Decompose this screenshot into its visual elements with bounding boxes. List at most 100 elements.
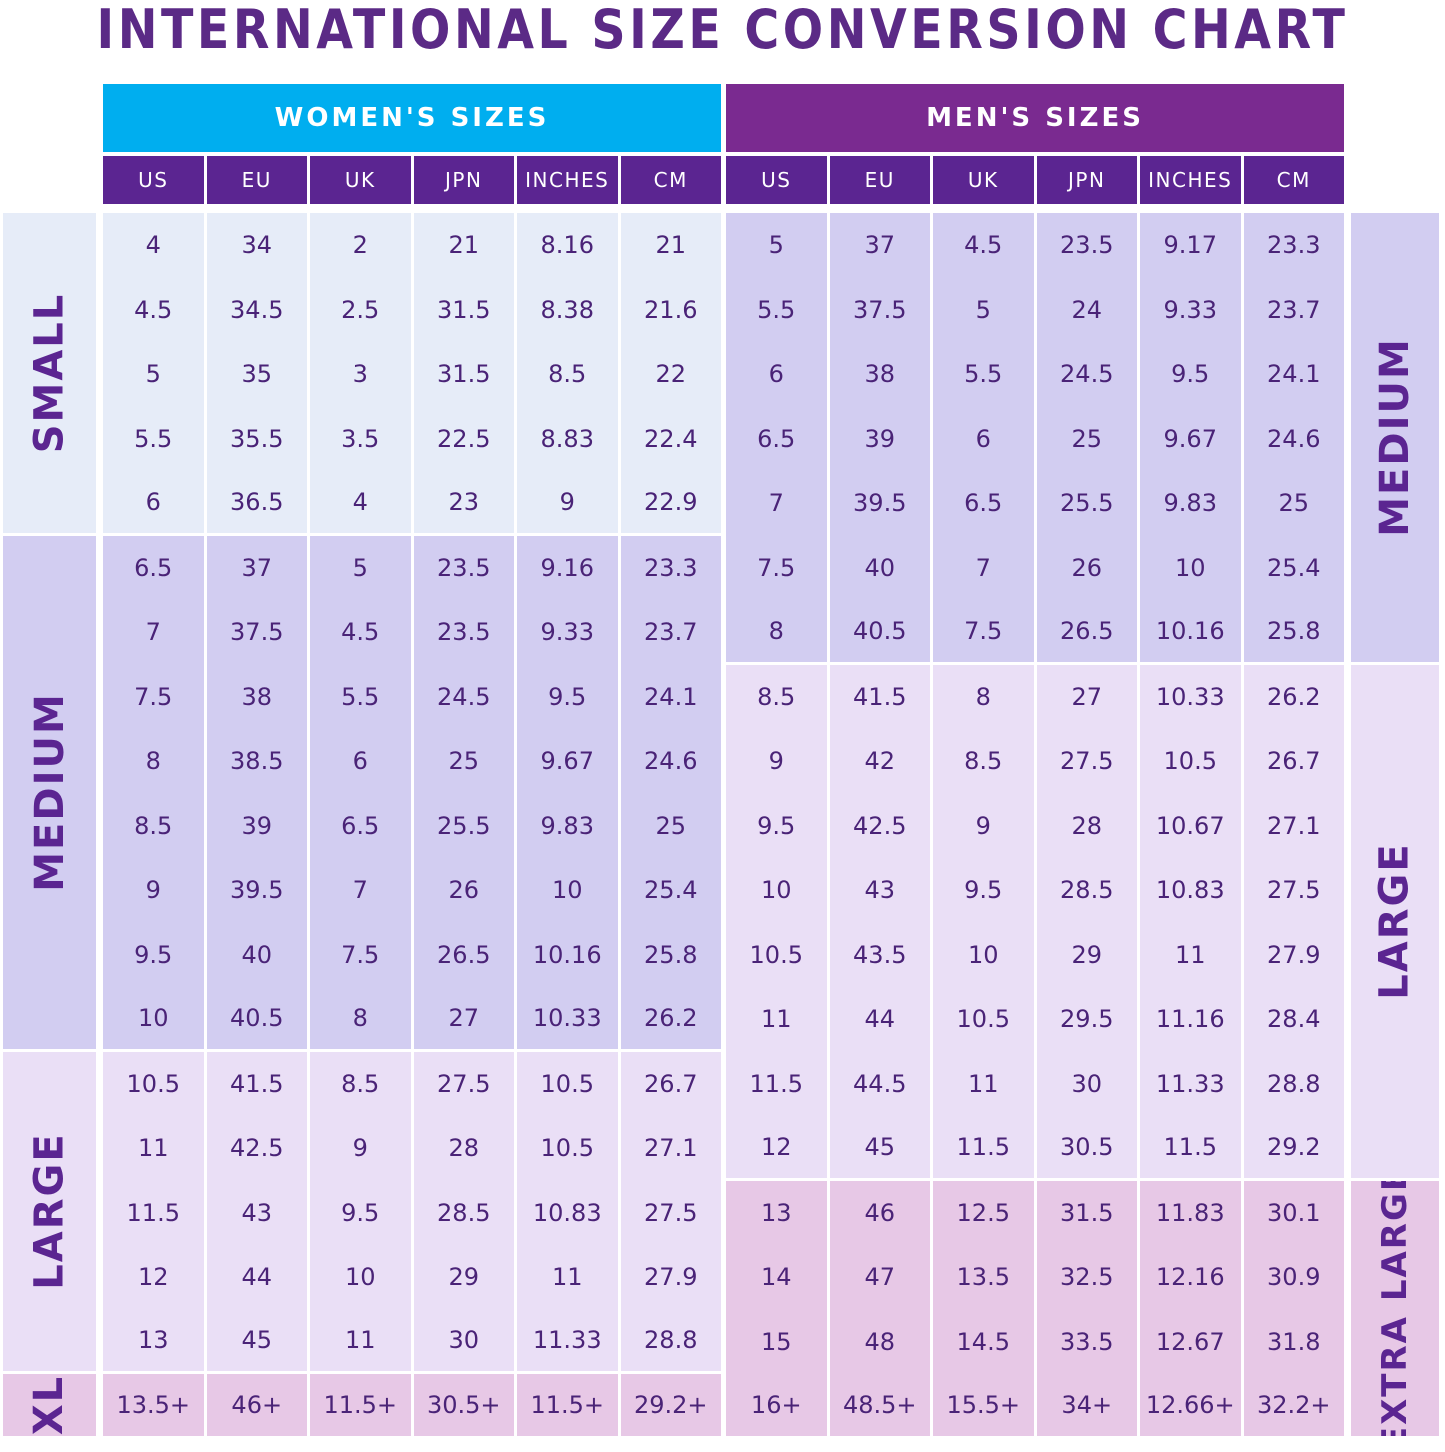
women-cell-us: 6.5 — [103, 535, 204, 600]
men-cell-jpn: 25 — [1036, 406, 1137, 471]
women-cell-jpn: 26 — [413, 858, 514, 923]
women-cell-eu: 34.5 — [206, 277, 307, 342]
women-cell-us: 5 — [103, 342, 204, 407]
men-cell-uk: 10 — [933, 922, 1034, 987]
men-cell-eu: 38 — [829, 342, 930, 407]
women-cell-jpn: 25.5 — [413, 793, 514, 858]
women-cell-eu: 39 — [206, 793, 307, 858]
men-cell-uk: 8 — [933, 664, 1034, 729]
women-col-eu: EU — [206, 156, 307, 204]
men-cell-inches: 12.67 — [1140, 1309, 1241, 1374]
men-cell-us: 5 — [726, 213, 827, 278]
women-cell-uk: 7.5 — [310, 922, 411, 987]
women-cell-us: 9 — [103, 858, 204, 923]
men-cell-jpn: 29.5 — [1036, 987, 1137, 1052]
women-cell-us: 8 — [103, 729, 204, 794]
men-cell-eu: 42 — [829, 729, 930, 794]
women-cell-cm: 25.4 — [620, 858, 721, 923]
women-cell-uk: 11.5+ — [310, 1374, 411, 1436]
women-group-label-text: SMALL — [26, 292, 73, 454]
women-cell-jpn: 27 — [413, 987, 514, 1049]
chart-title: INTERNATIONAL SIZE CONVERSION CHART — [96, 0, 1349, 61]
women-cell-inches: 10.83 — [517, 1180, 618, 1245]
women-cell-cm: 21.6 — [620, 277, 721, 342]
men-cell-jpn: 31.5 — [1036, 1180, 1137, 1245]
women-cell-inches: 9.5 — [517, 664, 618, 729]
men-cell-us: 15 — [726, 1309, 827, 1374]
women-cell-cm: 27.1 — [620, 1116, 721, 1181]
men-cell-eu: 40 — [829, 535, 930, 600]
men-cell-cm: 24.6 — [1243, 406, 1344, 471]
men-cell-eu: 45 — [829, 1116, 930, 1178]
men-cell-jpn: 32.5 — [1036, 1245, 1137, 1310]
men-cell-jpn: 26.5 — [1036, 600, 1137, 662]
women-cell-cm: 25 — [620, 793, 721, 858]
women-cell-us: 11.5 — [103, 1180, 204, 1245]
women-cell-inches: 11 — [517, 1245, 618, 1310]
men-cell-eu: 41.5 — [829, 664, 930, 729]
men-cell-uk: 10.5 — [933, 987, 1034, 1052]
men-cell-inches: 12.66+ — [1140, 1374, 1241, 1436]
men-cell-inches: 11 — [1140, 922, 1241, 987]
women-cell-cm: 29.2+ — [620, 1374, 721, 1436]
women-cell-inches: 10.16 — [517, 922, 618, 987]
women-cell-jpn: 30 — [413, 1309, 514, 1371]
women-cell-uk: 3 — [310, 342, 411, 407]
men-cell-cm: 29.2 — [1243, 1116, 1344, 1178]
men-cell-us: 6 — [726, 342, 827, 407]
men-cell-cm: 25.8 — [1243, 600, 1344, 662]
women-cell-cm: 24.6 — [620, 729, 721, 794]
men-cell-jpn: 28 — [1036, 793, 1137, 858]
women-cell-us: 11 — [103, 1116, 204, 1181]
men-cell-inches: 11.33 — [1140, 1051, 1241, 1116]
men-cell-uk: 5.5 — [933, 342, 1034, 407]
women-cell-eu: 40 — [206, 922, 307, 987]
women-cell-jpn: 27.5 — [413, 1051, 514, 1116]
women-cell-jpn: 22.5 — [413, 406, 514, 471]
men-cell-uk: 6 — [933, 406, 1034, 471]
men-cell-cm: 27.5 — [1243, 858, 1344, 923]
women-cell-uk: 2 — [310, 213, 411, 278]
women-cell-cm: 24.1 — [620, 664, 721, 729]
men-cell-jpn: 24.5 — [1036, 342, 1137, 407]
men-cell-inches: 9.33 — [1140, 277, 1241, 342]
men-cell-uk: 14.5 — [933, 1309, 1034, 1374]
women-cell-inches: 10.33 — [517, 987, 618, 1049]
men-cell-inches: 11.83 — [1140, 1180, 1241, 1245]
men-cell-cm: 30.1 — [1243, 1180, 1344, 1245]
women-cell-uk: 8.5 — [310, 1051, 411, 1116]
women-cell-cm: 22 — [620, 342, 721, 407]
women-cell-eu: 37 — [206, 535, 307, 600]
men-cell-us: 6.5 — [726, 406, 827, 471]
women-cell-us: 4 — [103, 213, 204, 278]
women-cell-eu: 44 — [206, 1245, 307, 1310]
men-cell-inches: 9.17 — [1140, 213, 1241, 278]
men-col-us: US — [726, 156, 827, 204]
women-cell-eu: 45 — [206, 1309, 307, 1371]
men-cell-eu: 46 — [829, 1180, 930, 1245]
men-col-uk: UK — [933, 156, 1034, 204]
men-cell-jpn: 24 — [1036, 277, 1137, 342]
men-cell-inches: 10.16 — [1140, 600, 1241, 662]
men-cell-uk: 13.5 — [933, 1245, 1034, 1310]
men-cell-eu: 43.5 — [829, 922, 930, 987]
men-cell-eu: 42.5 — [829, 793, 930, 858]
men-cell-jpn: 34+ — [1036, 1374, 1137, 1436]
women-cell-us: 4.5 — [103, 277, 204, 342]
women-cell-cm: 21 — [620, 213, 721, 278]
men-cell-cm: 25 — [1243, 471, 1344, 536]
women-group-label-text: LARGE — [26, 1132, 73, 1290]
men-cell-inches: 11.5 — [1140, 1116, 1241, 1178]
women-cell-inches: 9.67 — [517, 729, 618, 794]
men-group-label-text: LARGE — [1372, 842, 1418, 1000]
women-cell-us: 13 — [103, 1309, 204, 1371]
women-cell-uk: 5 — [310, 535, 411, 600]
women-cell-us: 13.5+ — [103, 1374, 204, 1436]
men-cell-inches: 10.83 — [1140, 858, 1241, 923]
men-cell-inches: 10.67 — [1140, 793, 1241, 858]
men-cell-jpn: 28.5 — [1036, 858, 1137, 923]
women-cell-us: 5.5 — [103, 406, 204, 471]
women-cell-jpn: 28 — [413, 1116, 514, 1181]
women-cell-us: 6 — [103, 471, 204, 533]
women-cell-us: 9.5 — [103, 922, 204, 987]
